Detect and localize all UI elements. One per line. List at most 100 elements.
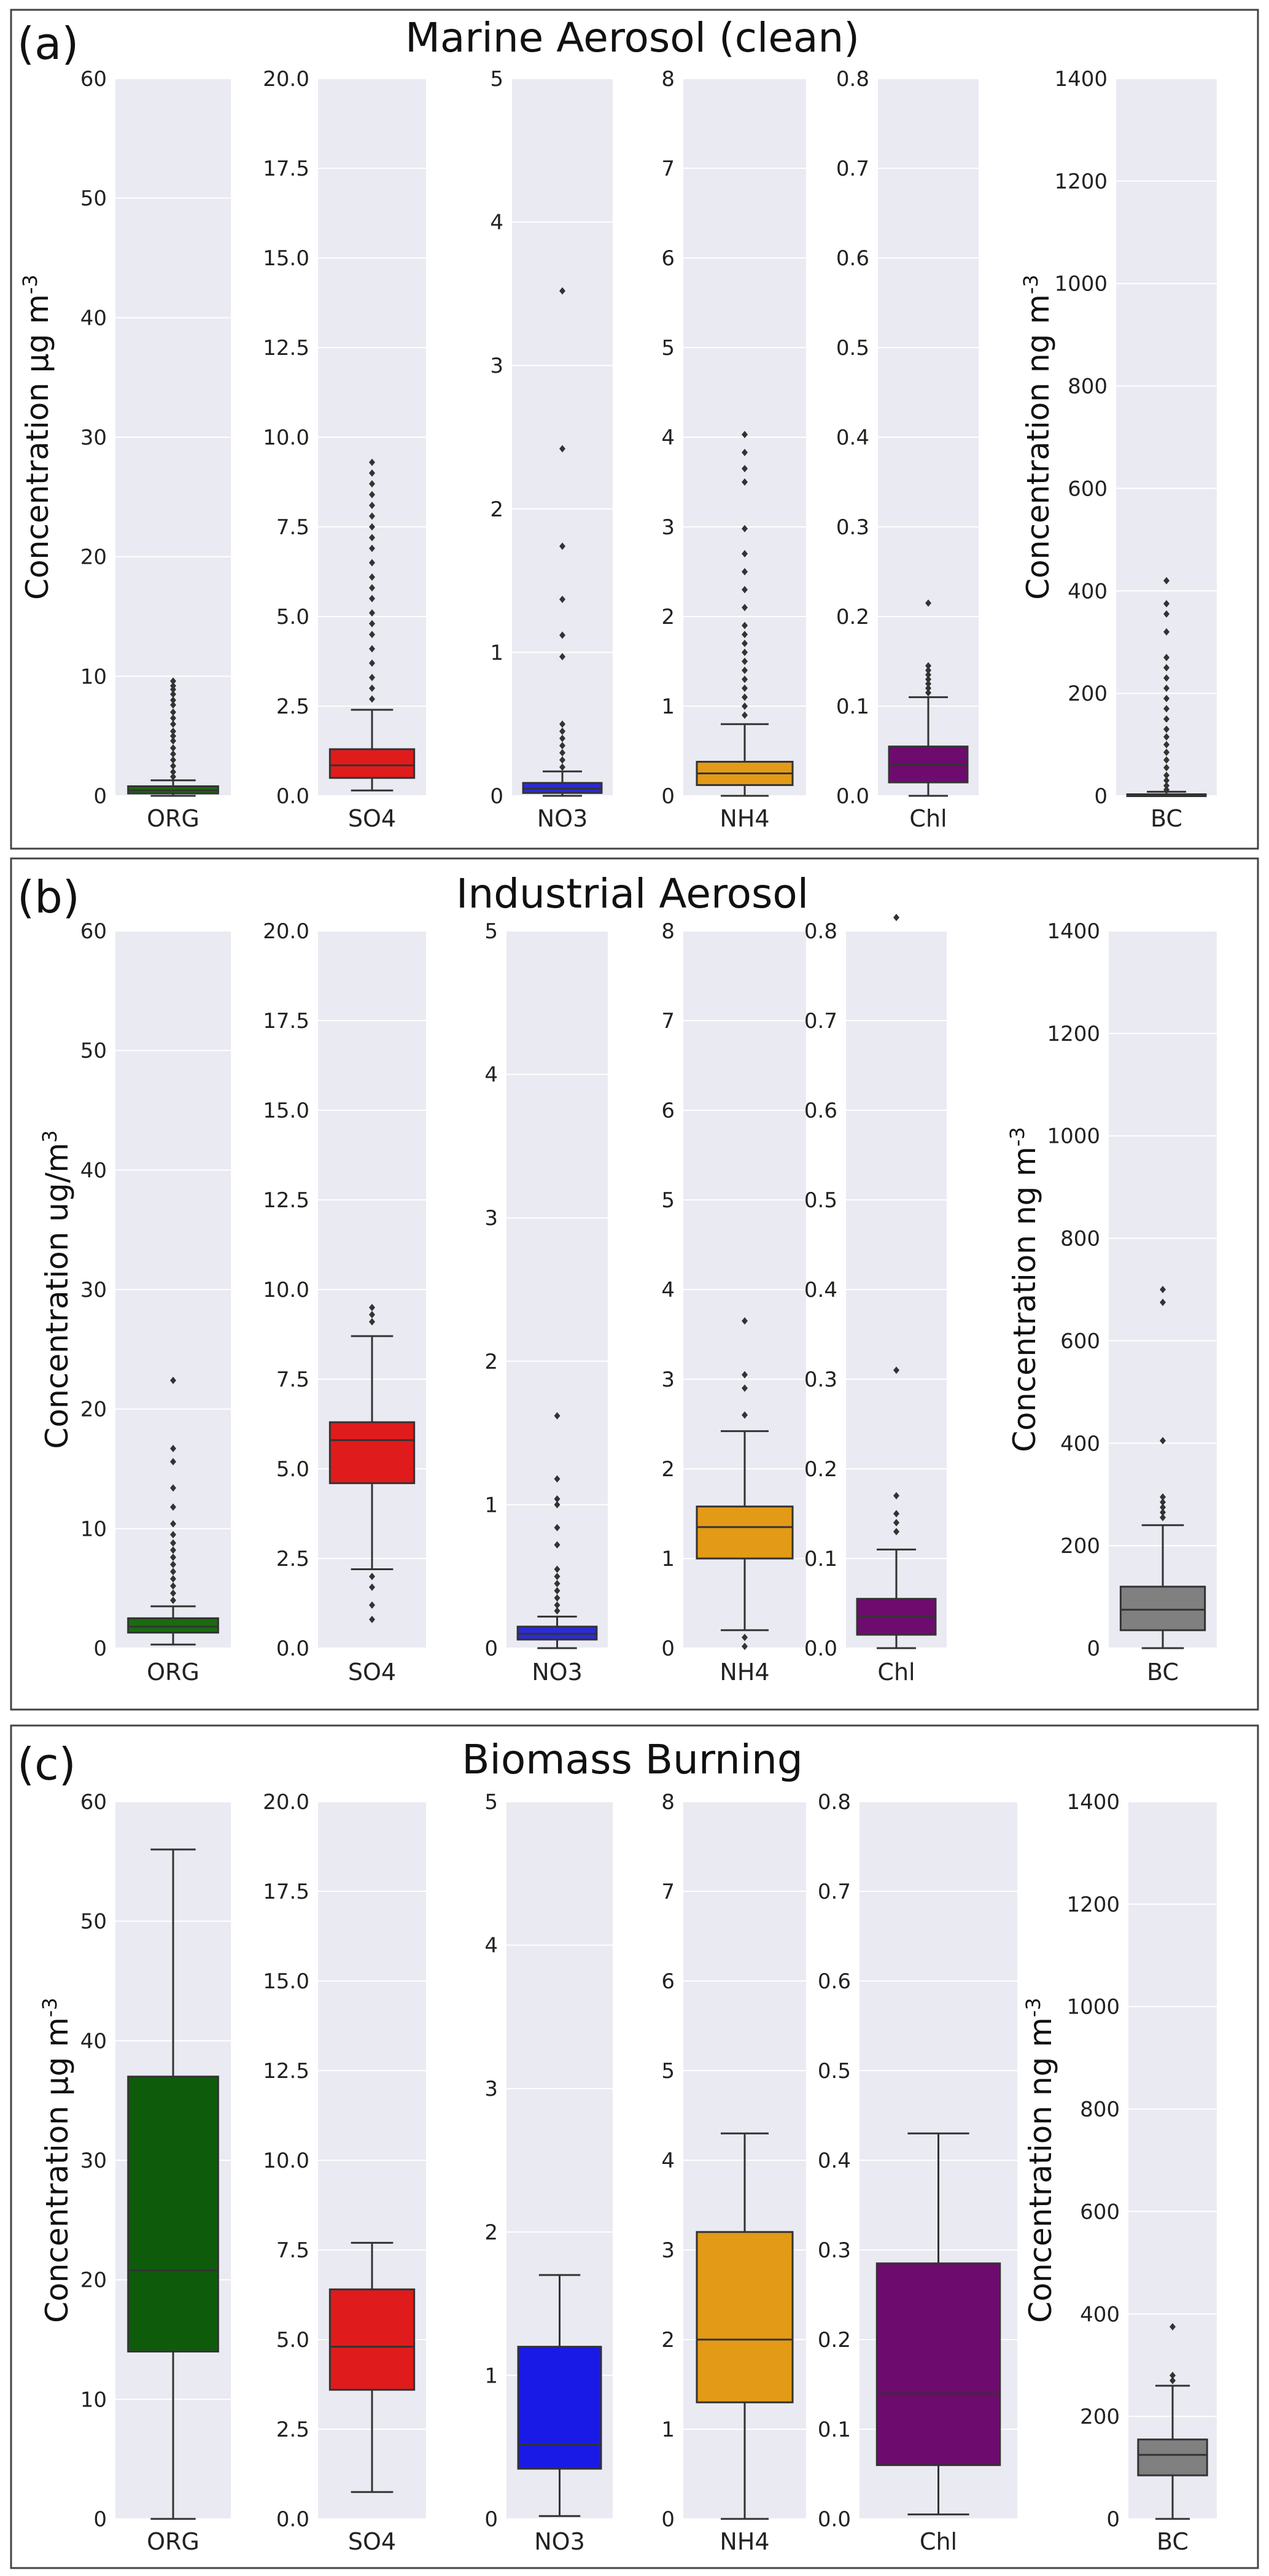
y-tick-label: 0 bbox=[661, 2507, 675, 2532]
y-tick-label: 15.0 bbox=[263, 1099, 309, 1123]
outlier-point bbox=[1163, 628, 1170, 636]
outlier-point bbox=[170, 1520, 176, 1528]
y-tick-label: 4 bbox=[661, 2149, 675, 2173]
outlier-point bbox=[369, 695, 375, 703]
y-tick-label: 1200 bbox=[1066, 1893, 1120, 1917]
outlier-point bbox=[742, 586, 748, 594]
outlier-point bbox=[170, 1503, 176, 1511]
outlier-point bbox=[1160, 1514, 1166, 1522]
outlier-point bbox=[1163, 756, 1170, 764]
outlier-point bbox=[1163, 610, 1170, 618]
outlier-point bbox=[170, 1582, 176, 1590]
outlier-point bbox=[170, 727, 176, 735]
x-category-label: BC bbox=[1151, 805, 1182, 832]
outlier-point bbox=[925, 675, 931, 683]
y-tick-label: 1 bbox=[484, 1493, 498, 1517]
outlier-point bbox=[742, 478, 748, 486]
y-tick-label: 2.5 bbox=[276, 1547, 309, 1571]
subplot-so4: 0.0 2.5 5.0 7.5 10.0 12.5 15.0 17.5 20.0 SO4 bbox=[263, 1790, 426, 2555]
subplot-org: 0 10 20 30 40 50 60 ORG bbox=[80, 1790, 231, 2555]
y-tick-label: 6 bbox=[661, 246, 675, 271]
outlier-point bbox=[742, 648, 748, 656]
outlier-point bbox=[170, 1531, 176, 1539]
outlier-point bbox=[369, 620, 375, 628]
panel-border bbox=[10, 1724, 1259, 2569]
panel-letter: (a) bbox=[17, 18, 79, 69]
outlier-point bbox=[170, 1568, 176, 1576]
outlier-point bbox=[170, 701, 176, 709]
outlier-point bbox=[559, 720, 565, 728]
y-tick-label: 20 bbox=[80, 2268, 107, 2293]
outlier-point bbox=[170, 762, 176, 770]
y-tick-label: 0.2 bbox=[804, 1457, 837, 1482]
y-tick-label: 0.2 bbox=[818, 2328, 851, 2352]
panel-title: Marine Aerosol (clean) bbox=[405, 14, 860, 61]
x-category-label: NO3 bbox=[534, 2528, 585, 2555]
y-tick-label: 17.5 bbox=[263, 1009, 309, 1033]
outlier-point bbox=[559, 756, 565, 764]
plot-background bbox=[506, 931, 608, 1648]
y-tick-label: 1000 bbox=[1054, 272, 1108, 297]
outlier-point bbox=[1163, 741, 1170, 749]
y-tick-label: 0.0 bbox=[804, 1636, 837, 1661]
y-tick-label: 17.5 bbox=[263, 157, 309, 181]
outlier-point bbox=[893, 1366, 899, 1374]
outlier-point bbox=[1160, 1286, 1166, 1293]
y-axis-title: Concentration µg m-3 bbox=[18, 274, 55, 600]
y-tick-label: 0.6 bbox=[818, 1969, 851, 1994]
y-tick-label: 0.8 bbox=[836, 67, 869, 91]
outlier-point bbox=[554, 1607, 561, 1615]
y-tick-label: 0.7 bbox=[818, 1880, 851, 1904]
y-axis-title-superscript: -3 bbox=[38, 1998, 61, 2017]
y-tick-label: 0.8 bbox=[818, 1790, 851, 1815]
y-tick-label: 0.0 bbox=[276, 1636, 309, 1661]
y-tick-label: 40 bbox=[80, 306, 107, 330]
y-tick-label: 2 bbox=[484, 2220, 498, 2245]
y-tick-label: 1 bbox=[490, 640, 503, 665]
outlier-point bbox=[369, 523, 375, 531]
outlier-point bbox=[369, 631, 375, 639]
outlier-point bbox=[369, 534, 375, 542]
y-tick-label: 10 bbox=[80, 2387, 107, 2412]
y-tick-label: 10.0 bbox=[263, 2149, 309, 2173]
outlier-point bbox=[742, 711, 748, 719]
y-tick-label: 4 bbox=[484, 1934, 498, 1958]
outlier-point bbox=[559, 287, 565, 295]
outlier-point bbox=[742, 550, 748, 558]
outlier-point bbox=[925, 662, 931, 670]
outlier-point bbox=[554, 1601, 561, 1609]
y-tick-label: 0.3 bbox=[804, 1368, 837, 1392]
y-tick-label: 0.4 bbox=[804, 1278, 837, 1302]
outlier-point bbox=[170, 772, 176, 780]
y-tick-label: 0.7 bbox=[804, 1009, 837, 1033]
outlier-point bbox=[170, 1546, 176, 1554]
y-tick-label: 0.1 bbox=[804, 1547, 837, 1571]
y-tick-label: 600 bbox=[1080, 2200, 1120, 2224]
outlier-point bbox=[742, 639, 748, 647]
outlier-point bbox=[893, 1519, 899, 1527]
outlier-point bbox=[369, 674, 375, 682]
y-tick-label: 6 bbox=[661, 1099, 675, 1123]
x-category-label: NO3 bbox=[532, 1659, 583, 1686]
outlier-point bbox=[893, 914, 899, 922]
outlier-point bbox=[1160, 1437, 1166, 1445]
outlier-point bbox=[1163, 600, 1170, 608]
box-iqr bbox=[127, 2076, 219, 2352]
outlier-point bbox=[742, 568, 748, 575]
y-tick-label: 2 bbox=[661, 2328, 675, 2352]
outlier-point bbox=[170, 1539, 176, 1547]
y-axis-title-text: Concentration ng m bbox=[1007, 1146, 1042, 1452]
y-tick-label: 5 bbox=[484, 919, 498, 944]
outlier-point bbox=[742, 524, 748, 532]
outlier-point bbox=[170, 1575, 176, 1583]
box-iqr bbox=[1119, 1586, 1206, 1632]
outlier-point bbox=[369, 1310, 375, 1318]
y-axis-title-text: Concentration ng m bbox=[1020, 294, 1056, 600]
box-iqr bbox=[696, 2231, 794, 2403]
y-tick-label: 1 bbox=[484, 2364, 498, 2388]
y-tick-label: 400 bbox=[1080, 2302, 1120, 2327]
outlier-point bbox=[369, 1304, 375, 1312]
outlier-point bbox=[742, 1317, 748, 1325]
y-tick-label: 0.5 bbox=[836, 336, 869, 360]
